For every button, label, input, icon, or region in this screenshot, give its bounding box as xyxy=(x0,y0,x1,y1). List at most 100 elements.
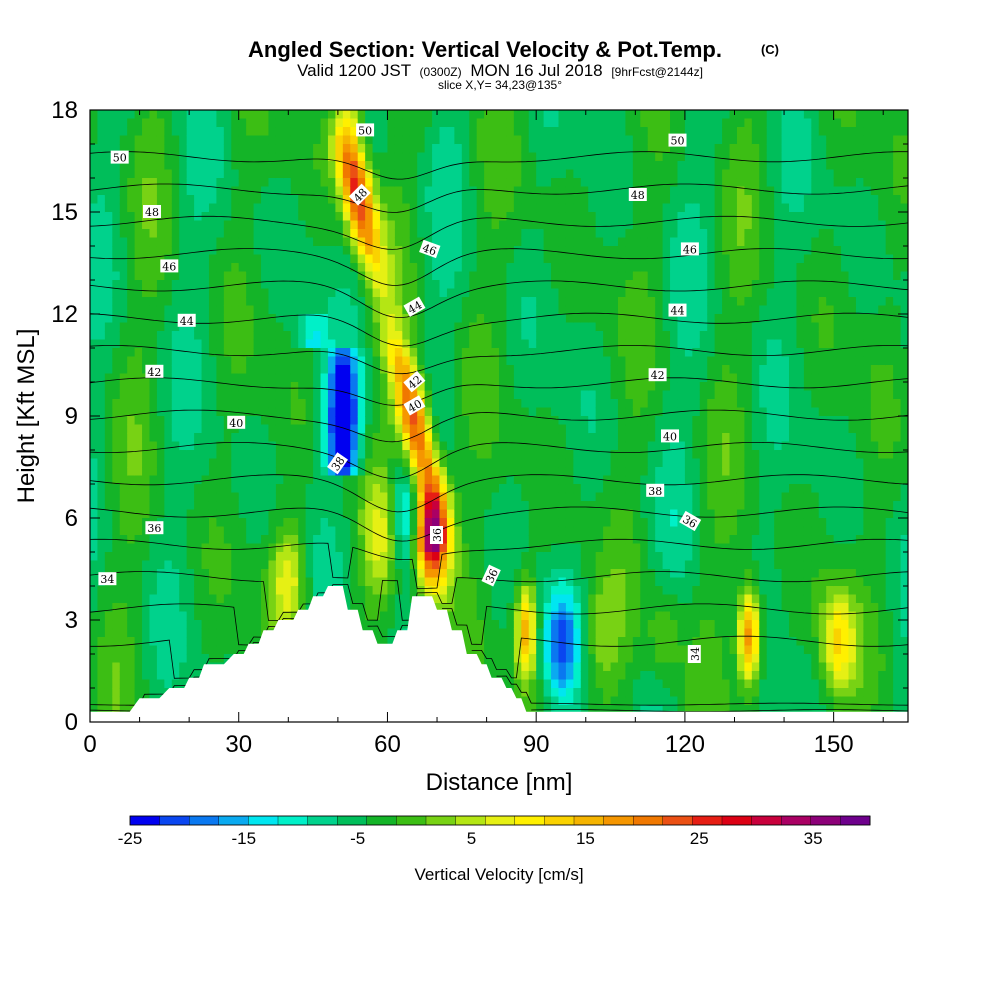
velocity-cell xyxy=(469,373,478,383)
velocity-cell xyxy=(268,297,277,307)
velocity-cell xyxy=(476,118,485,128)
velocity-cell xyxy=(461,492,470,502)
velocity-cell xyxy=(469,628,478,638)
velocity-cell xyxy=(253,144,262,154)
velocity-cell xyxy=(565,535,574,545)
velocity-cell xyxy=(231,135,240,145)
velocity-cell xyxy=(565,356,574,366)
velocity-cell xyxy=(357,560,366,570)
velocity-cell xyxy=(194,654,203,664)
velocity-cell xyxy=(275,399,284,409)
velocity-cell xyxy=(149,169,158,179)
velocity-cell xyxy=(112,654,121,664)
velocity-cell xyxy=(179,373,188,383)
velocity-cell xyxy=(372,178,381,188)
velocity-cell xyxy=(179,339,188,349)
velocity-cell xyxy=(194,305,203,315)
velocity-cell xyxy=(216,535,225,545)
velocity-cell xyxy=(186,492,195,502)
velocity-cell xyxy=(149,186,158,196)
velocity-cell xyxy=(402,220,411,230)
velocity-cell xyxy=(439,314,448,324)
velocity-cell xyxy=(394,135,403,145)
velocity-cell xyxy=(565,611,574,621)
velocity-cell xyxy=(313,492,322,502)
velocity-cell xyxy=(536,620,545,630)
velocity-cell xyxy=(179,535,188,545)
velocity-cell xyxy=(261,144,270,154)
velocity-cell xyxy=(327,560,336,570)
velocity-cell xyxy=(454,271,463,281)
velocity-cell xyxy=(536,662,545,672)
velocity-cell xyxy=(491,348,500,358)
velocity-cell xyxy=(506,603,515,613)
velocity-cell xyxy=(595,441,604,451)
velocity-cell xyxy=(313,263,322,273)
velocity-cell xyxy=(588,637,597,647)
velocity-cell xyxy=(432,237,441,247)
velocity-cell xyxy=(365,263,374,273)
velocity-cell xyxy=(179,237,188,247)
velocity-cell xyxy=(298,212,307,222)
velocity-cell xyxy=(551,424,560,434)
velocity-cell xyxy=(268,314,277,324)
velocity-cell xyxy=(313,331,322,341)
velocity-cell xyxy=(275,501,284,511)
velocity-cell xyxy=(104,118,113,128)
velocity-cell xyxy=(223,560,232,570)
velocity-cell xyxy=(469,399,478,409)
velocity-cell xyxy=(484,229,493,239)
velocity-cell xyxy=(253,543,262,553)
velocity-cell xyxy=(543,178,552,188)
velocity-cell xyxy=(97,424,106,434)
velocity-cell xyxy=(305,280,314,290)
velocity-cell xyxy=(506,450,515,460)
velocity-cell xyxy=(335,492,344,502)
velocity-cell xyxy=(164,152,173,162)
velocity-cell xyxy=(394,195,403,205)
velocity-cell xyxy=(506,280,515,290)
velocity-cell xyxy=(446,577,455,587)
velocity-cell xyxy=(179,390,188,400)
velocity-cell xyxy=(171,229,180,239)
velocity-cell xyxy=(499,484,508,494)
velocity-cell xyxy=(201,110,210,120)
velocity-cell xyxy=(127,305,136,315)
velocity-cell xyxy=(521,186,530,196)
velocity-cell xyxy=(171,603,180,613)
velocity-cell xyxy=(521,679,530,689)
velocity-cell xyxy=(573,212,582,222)
velocity-cell xyxy=(283,535,292,545)
velocity-cell xyxy=(536,577,545,587)
velocity-cell xyxy=(194,186,203,196)
velocity-cell xyxy=(469,535,478,545)
velocity-cell xyxy=(179,586,188,596)
velocity-cell xyxy=(342,339,351,349)
velocity-cell xyxy=(424,501,433,511)
velocity-cell xyxy=(588,365,597,375)
velocity-cell xyxy=(372,569,381,579)
velocity-cell xyxy=(476,203,485,213)
velocity-cell xyxy=(439,356,448,366)
velocity-cell xyxy=(551,475,560,485)
velocity-cell xyxy=(558,305,567,315)
velocity-cell xyxy=(112,280,121,290)
velocity-cell xyxy=(551,144,560,154)
velocity-cell xyxy=(208,526,218,536)
velocity-cell xyxy=(119,526,128,536)
velocity-cell xyxy=(313,161,322,171)
velocity-cell xyxy=(394,450,403,460)
velocity-cell xyxy=(439,416,448,426)
velocity-cell xyxy=(528,356,537,366)
velocity-cell xyxy=(595,577,604,587)
velocity-cell xyxy=(603,118,612,128)
velocity-cell xyxy=(320,186,329,196)
velocity-cell xyxy=(543,552,552,562)
velocity-cell xyxy=(402,586,411,596)
velocity-cell xyxy=(528,458,537,468)
velocity-cell xyxy=(528,637,537,647)
velocity-cell xyxy=(528,501,537,511)
velocity-cell xyxy=(231,484,240,494)
velocity-cell xyxy=(439,305,448,315)
velocity-cell xyxy=(565,348,574,358)
